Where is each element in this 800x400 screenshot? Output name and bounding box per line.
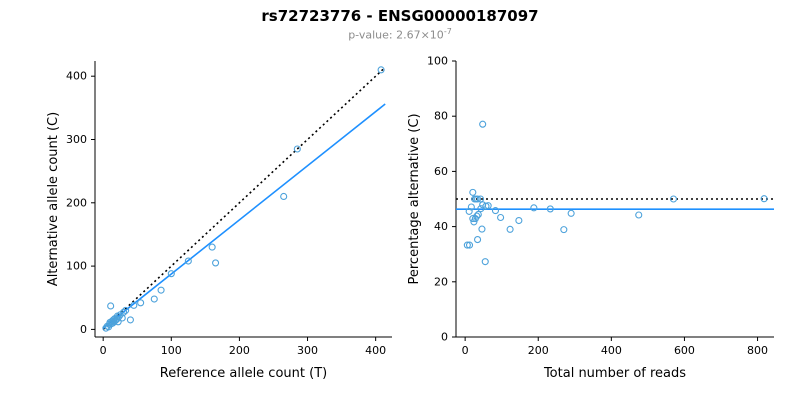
x-tick-label: 200 xyxy=(528,344,549,357)
data-point xyxy=(491,206,500,214)
x-axis-label: Total number of reads xyxy=(543,366,686,381)
y-axis-label: Alternative allele count (C) xyxy=(46,111,61,285)
data-point xyxy=(208,243,216,251)
data-point xyxy=(157,286,165,294)
y-tick-label: 0 xyxy=(441,330,448,343)
data-point xyxy=(474,235,482,243)
data-point xyxy=(126,316,134,324)
y-tick-label: 200 xyxy=(66,196,87,209)
x-tick-label: 300 xyxy=(297,344,318,357)
x-tick-label: 0 xyxy=(100,344,107,357)
data-point xyxy=(506,225,514,233)
data-point xyxy=(150,295,158,303)
x-tick-label: 200 xyxy=(229,344,250,357)
data-point xyxy=(497,213,505,221)
identity-line xyxy=(102,66,386,330)
x-tick-label: 600 xyxy=(674,344,695,357)
data-point xyxy=(479,120,487,128)
data-point xyxy=(484,201,492,209)
data-point xyxy=(463,241,471,249)
y-tick-label: 60 xyxy=(434,165,448,178)
figure-subtitle: p-value: 2.67×10-7 xyxy=(0,25,800,43)
y-tick-label: 400 xyxy=(66,69,87,82)
data-point xyxy=(669,195,678,203)
data-point xyxy=(473,212,481,220)
plots-row: 0 100 200 300 400 0 100 200 300 400 Reference alle… xyxy=(0,45,800,397)
y-tick-label: 0 xyxy=(80,323,87,336)
regression-line xyxy=(102,103,386,329)
data-point xyxy=(137,298,145,307)
data-point xyxy=(560,225,568,233)
y-tick-label: 20 xyxy=(434,275,448,288)
figure-title: rs72723776 - ENSG00000187097 xyxy=(261,7,539,25)
data-point xyxy=(120,308,128,316)
data-point xyxy=(114,317,122,326)
data-point xyxy=(469,188,477,196)
data-point xyxy=(465,241,474,249)
y-tick-label: 300 xyxy=(66,133,87,146)
data-point xyxy=(212,259,220,267)
data-point xyxy=(478,225,486,233)
y-axis-label: Percentage alternative (C) xyxy=(407,113,422,284)
data-point xyxy=(515,216,523,224)
x-tick-label: 100 xyxy=(161,344,182,357)
data-point xyxy=(481,257,489,265)
data-point xyxy=(115,312,123,320)
data-point xyxy=(467,203,475,211)
data-point xyxy=(130,301,138,309)
data-point xyxy=(530,203,538,212)
pvalue-mantissa: 2.67×10 xyxy=(396,28,444,42)
data-point xyxy=(635,211,643,219)
data-point xyxy=(760,194,768,202)
y-tick-label: 100 xyxy=(66,259,87,272)
y-tick-label: 100 xyxy=(427,54,448,67)
data-point xyxy=(167,269,175,277)
left-scatter-plot: 0 100 200 300 400 0 100 200 300 400 Reference alle… xyxy=(46,60,392,381)
data-point xyxy=(184,257,192,265)
data-point xyxy=(122,306,130,314)
x-axis-label: Reference allele count (T) xyxy=(160,366,327,381)
data-point xyxy=(470,218,478,226)
data-point xyxy=(377,65,385,74)
right-scatter-plot: 0 200 400 600 800 0 20 40 60 80 100 Total number of… xyxy=(407,54,774,381)
y-tick-label: 80 xyxy=(434,109,448,122)
x-tick-label: 400 xyxy=(601,344,622,357)
y-tick-label: 40 xyxy=(434,220,448,233)
data-point xyxy=(280,192,288,200)
data-point xyxy=(546,205,554,213)
x-tick-label: 800 xyxy=(747,344,768,357)
pvalue-exponent: -7 xyxy=(443,27,452,36)
data-point xyxy=(474,210,482,218)
data-point xyxy=(293,145,301,153)
x-tick-label: 400 xyxy=(365,344,386,357)
data-point xyxy=(567,209,575,217)
x-tick-label: 0 xyxy=(462,344,469,357)
data-point xyxy=(107,302,115,310)
data-point xyxy=(476,195,485,203)
data-point xyxy=(474,195,482,203)
pvalue-prefix: p-value: xyxy=(348,28,397,42)
